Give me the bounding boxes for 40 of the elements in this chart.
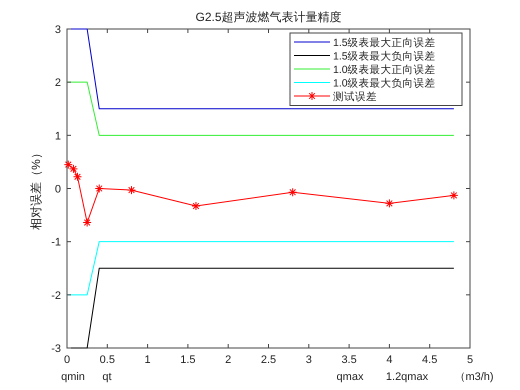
legend-label: 1.5级表最大负向误差	[333, 50, 436, 62]
y-axis-title: 相对误差（%）	[29, 147, 43, 230]
text: qmin	[61, 371, 85, 383]
legend-label: 1.0级表最大正向误差	[333, 63, 436, 76]
y-tick-label: 2	[54, 77, 61, 90]
chart-title: G2.5超声波燃气表计量精度	[195, 10, 342, 24]
legend-label: 1.5级表最大正向误差	[333, 36, 436, 49]
point	[191, 202, 200, 211]
point	[126, 186, 136, 195]
point	[68, 164, 78, 174]
x-tick-label: 5	[466, 354, 474, 366]
y-tick-label: -1	[51, 236, 61, 249]
text: qmax	[336, 371, 364, 383]
point	[82, 218, 92, 228]
point	[288, 188, 298, 197]
x-tick-label: 0	[64, 354, 70, 366]
text: qt	[102, 371, 112, 383]
y-tick-label: -3	[51, 343, 61, 355]
point	[94, 184, 104, 193]
legend-label: 测试误差	[333, 90, 377, 103]
x-tick-label: 3.5	[341, 354, 357, 366]
point	[384, 198, 394, 208]
x-tick-label: 1	[144, 354, 151, 366]
y-tick-label: 1	[54, 130, 61, 142]
x-tick-label: 2.5	[260, 354, 276, 366]
y-tick-label: 3	[54, 24, 61, 36]
y-tick-label: 0	[54, 184, 61, 196]
point	[72, 172, 82, 182]
x-axis-title: （m3/h)	[454, 371, 494, 383]
legend-label: 1.0级表最大负向误差	[333, 76, 436, 90]
point	[64, 160, 73, 170]
x-tick-label: 4	[386, 354, 392, 366]
point	[449, 190, 458, 200]
x-tick-label: 1.5	[180, 354, 196, 366]
x-tick-label: 3	[306, 354, 312, 366]
x-tick-label: 2	[225, 354, 232, 366]
y-tick-label: -2	[51, 290, 61, 302]
x-tick-label: 4.5	[422, 354, 438, 366]
text: 1.2qmax	[386, 371, 429, 383]
x-tick-label: 0.5	[100, 354, 115, 366]
